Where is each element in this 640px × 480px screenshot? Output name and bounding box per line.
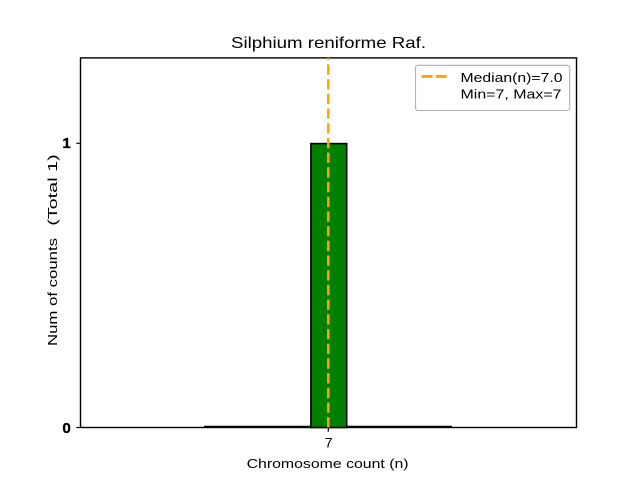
svg-text:1: 1 (62, 135, 71, 152)
svg-text:Chromosome count (n): Chromosome count (n) (247, 456, 409, 471)
svg-text:Silphium reniforme Raf.: Silphium reniforme Raf. (231, 35, 426, 52)
svg-text:7: 7 (325, 435, 333, 451)
svg-text:Num of counts: Num of counts (45, 238, 60, 346)
svg-text:0: 0 (62, 420, 70, 437)
svg-text:(Total 1): (Total 1) (45, 154, 60, 226)
svg-text:Median(n)=7.0: Median(n)=7.0 (461, 70, 563, 85)
svg-text:Min=7, Max=7: Min=7, Max=7 (461, 87, 562, 102)
